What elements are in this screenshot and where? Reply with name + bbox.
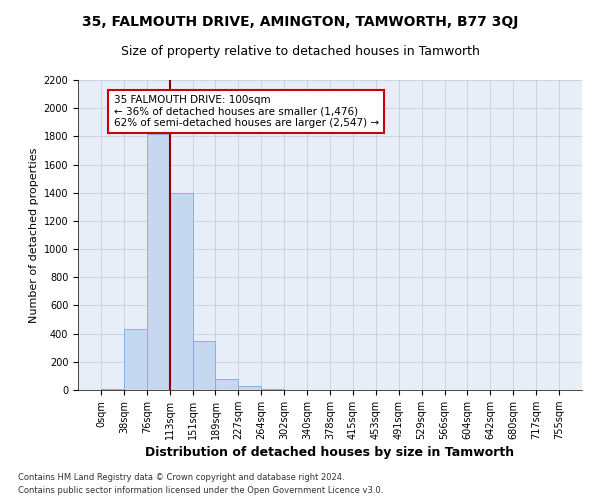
Text: Contains public sector information licensed under the Open Government Licence v3: Contains public sector information licen…	[18, 486, 383, 495]
Bar	[215, 380, 238, 390]
X-axis label: Distribution of detached houses by size in Tamworth: Distribution of detached houses by size …	[145, 446, 515, 459]
Y-axis label: Number of detached properties: Number of detached properties	[29, 148, 40, 322]
Text: 35, FALMOUTH DRIVE, AMINGTON, TAMWORTH, B77 3QJ: 35, FALMOUTH DRIVE, AMINGTON, TAMWORTH, …	[82, 15, 518, 29]
Bar	[193, 340, 215, 390]
Text: Size of property relative to detached houses in Tamworth: Size of property relative to detached ho…	[121, 45, 479, 58]
Text: Contains HM Land Registry data © Crown copyright and database right 2024.: Contains HM Land Registry data © Crown c…	[18, 474, 344, 482]
Text: 35 FALMOUTH DRIVE: 100sqm
← 36% of detached houses are smaller (1,476)
62% of se: 35 FALMOUTH DRIVE: 100sqm ← 36% of detac…	[113, 95, 379, 128]
Bar	[238, 386, 261, 390]
Bar	[124, 330, 147, 390]
Bar	[101, 388, 124, 390]
Bar	[170, 192, 193, 390]
Bar	[147, 134, 170, 390]
